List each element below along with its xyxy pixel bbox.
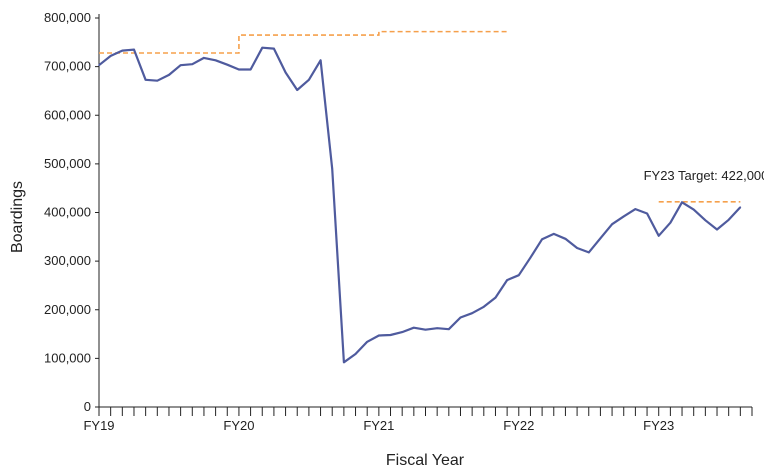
y-tick-label: 400,000 <box>44 205 91 220</box>
data-point <box>739 206 742 208</box>
target-annotation: FY23 Target: 422,000 <box>644 168 764 183</box>
data-point <box>424 328 427 331</box>
data-point <box>203 57 205 59</box>
data-point <box>401 331 403 333</box>
data-point <box>681 201 683 204</box>
data-point <box>156 79 159 82</box>
y-tick-label: 0 <box>84 399 91 414</box>
data-point <box>727 218 730 221</box>
boardings-line <box>98 46 742 364</box>
data-point <box>541 238 543 241</box>
data-point <box>354 353 357 355</box>
data-point <box>529 256 532 259</box>
data-point <box>226 63 229 66</box>
data-point <box>657 235 660 237</box>
y-tick-label: 100,000 <box>44 350 91 365</box>
y-tick-label: 700,000 <box>44 59 91 74</box>
data-point <box>552 233 555 235</box>
y-tick-label: 200,000 <box>44 302 91 317</box>
data-point <box>284 71 287 74</box>
y-tick-label: 600,000 <box>44 107 91 122</box>
y-axis-ticks: 0 100,000 200,000 300,000 400,000 500,000 600,… <box>44 10 99 414</box>
x-tick-label: FY22 <box>503 418 534 433</box>
data-point <box>98 64 100 66</box>
x-tick-label: FY21 <box>363 418 394 433</box>
data-point <box>494 296 497 299</box>
data-point <box>308 78 310 81</box>
data-point <box>692 208 695 211</box>
data-point <box>634 208 637 210</box>
data-point <box>179 64 182 66</box>
data-point <box>273 47 275 50</box>
y-axis-title: Boardings <box>9 181 26 253</box>
data-point <box>611 223 613 225</box>
data-point <box>506 279 508 281</box>
data-point <box>564 237 567 240</box>
data-point <box>343 361 345 364</box>
chart-annotations: FY23 Target: 422,000 <box>644 168 764 183</box>
data-point <box>669 221 672 224</box>
data-point <box>191 63 194 65</box>
data-point <box>436 327 438 330</box>
x-axis-ticks: FY19 FY20 FY21 FY22 FY23 <box>83 407 753 433</box>
data-point <box>459 316 462 319</box>
data-point <box>144 78 147 81</box>
chart-axes <box>98 14 752 408</box>
data-point <box>133 48 135 51</box>
data-point <box>168 74 170 76</box>
data-point <box>599 237 602 240</box>
data-point <box>121 49 124 52</box>
data-point <box>483 306 485 308</box>
y-tick-label: 300,000 <box>44 253 91 268</box>
x-tick-label: FY19 <box>83 418 114 433</box>
data-point <box>716 228 718 231</box>
data-point <box>471 312 473 314</box>
data-point <box>587 251 590 254</box>
target-line-fy19-fy22 <box>99 30 508 54</box>
data-point <box>448 328 450 331</box>
data-point <box>576 247 578 249</box>
data-point <box>296 89 299 91</box>
data-point <box>413 326 415 329</box>
data-point <box>261 46 264 49</box>
actual-series <box>98 46 742 364</box>
data-point <box>109 55 112 57</box>
data-point <box>249 68 252 71</box>
target-series <box>99 30 741 203</box>
data-point <box>704 219 707 222</box>
x-axis-title: Fiscal Year <box>386 452 465 469</box>
data-point <box>238 68 240 71</box>
data-point <box>366 341 368 343</box>
y-tick-label: 800,000 <box>44 10 91 25</box>
data-point <box>646 212 648 215</box>
x-tick-label: FY20 <box>223 418 254 433</box>
data-point <box>319 59 322 62</box>
data-point <box>622 215 625 218</box>
data-point <box>517 274 520 277</box>
data-point <box>331 167 334 170</box>
data-point <box>214 59 217 62</box>
data-point <box>389 334 392 336</box>
y-tick-label: 500,000 <box>44 156 91 171</box>
x-tick-label: FY23 <box>643 418 674 433</box>
data-point <box>378 334 380 337</box>
